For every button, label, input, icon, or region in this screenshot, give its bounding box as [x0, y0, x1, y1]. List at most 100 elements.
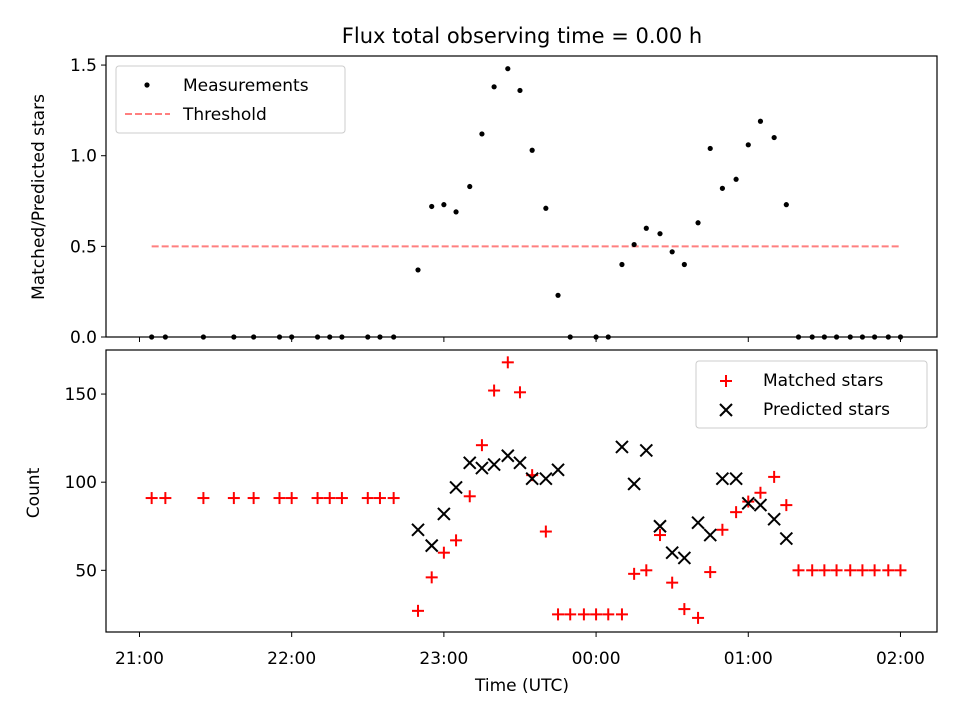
- measurement-point: [757, 118, 764, 124]
- predicted-star-point: [475, 461, 489, 475]
- matched-star-point: [742, 495, 755, 508]
- top-ytick-label: 1.5: [70, 56, 97, 76]
- measurement-point: [441, 202, 447, 208]
- measurement-point: [681, 261, 687, 268]
- bottom-xtick-label: 01:00: [724, 649, 773, 669]
- matched-star-point: [311, 492, 324, 505]
- matched-star-point: [513, 386, 526, 399]
- measurement-point: [415, 267, 421, 273]
- matched-star-point: [552, 608, 565, 621]
- measurement-point: [429, 203, 435, 210]
- matched-star-point: [615, 608, 628, 621]
- bottom-ytick-label: 150: [65, 385, 97, 405]
- matched-star-point: [475, 439, 488, 452]
- legend-label-threshold: Threshold: [182, 105, 267, 125]
- predicted-star-point: [677, 551, 692, 565]
- top-plot-area: 0.0 0.5 1.0 1.5: [70, 55, 938, 348]
- predicted-star-point: [525, 471, 539, 486]
- predicted-star-point: [665, 545, 679, 560]
- measurement-point: [771, 134, 777, 141]
- predicted-star-point: [703, 528, 717, 542]
- matched-star-point: [830, 564, 843, 577]
- matched-star-point: [361, 492, 374, 505]
- matched-star-point: [159, 492, 172, 505]
- matched-star-point: [666, 576, 679, 589]
- matched-star-point: [590, 608, 603, 621]
- matched-star-point: [425, 571, 438, 584]
- predicted-star-point: [463, 456, 477, 470]
- predicted-star-point: [539, 471, 553, 486]
- matched-star-point: [539, 525, 552, 538]
- predicted-star-point: [691, 516, 705, 530]
- matched-star-point: [488, 384, 501, 397]
- matched-star-point: [335, 492, 348, 505]
- bottom-legend-box: [695, 360, 928, 429]
- matched-star-point: [654, 529, 666, 542]
- predicted-star-point: [767, 512, 781, 526]
- predicted-star-point: [411, 523, 425, 537]
- predicted-star-point: [741, 496, 755, 511]
- predicted-star-point: [449, 480, 463, 495]
- legend-marker-predicted-stars: [719, 403, 733, 417]
- predicted-star-point: [653, 519, 667, 533]
- bottom-xtick-label: 23:00: [419, 649, 468, 669]
- matched-star-point: [792, 564, 805, 577]
- measurement-point: [695, 220, 701, 226]
- matched-star-point: [730, 506, 743, 519]
- measurement-point: [555, 292, 561, 298]
- measurement-point: [505, 66, 511, 72]
- matched-star-point: [678, 603, 691, 616]
- predicted-star-point: [715, 471, 730, 486]
- matched-star-point: [564, 608, 577, 621]
- predicted-star-point: [424, 538, 439, 553]
- matched-star-point: [273, 492, 286, 505]
- predicted-star-point: [639, 443, 654, 458]
- matched-star-point: [754, 486, 767, 499]
- measurement-point: [479, 131, 485, 137]
- matched-star-point: [577, 608, 590, 621]
- matched-star-point: [640, 564, 653, 577]
- matched-star-point: [692, 611, 705, 624]
- legend-label-measurements: Measurements: [183, 76, 309, 96]
- matched-star-point: [868, 564, 881, 577]
- top-ytick-label: 1.0: [70, 147, 97, 167]
- top-legend-box: [115, 65, 346, 134]
- bottom-axes-frame: [105, 349, 938, 633]
- measurement-point: [517, 87, 523, 94]
- bottom-xtick-label: 02:00: [876, 649, 925, 669]
- measurement-point: [783, 202, 789, 208]
- bottom-chart-xlabel: Time (UTC): [474, 676, 569, 696]
- legend-label-predicted-stars: Predicted stars: [763, 400, 890, 420]
- top-chart-title: Flux total observing time = 0.00 h: [342, 24, 702, 48]
- bottom-ytick-label: 50: [75, 561, 97, 581]
- measurement-point: [631, 241, 637, 248]
- bottom-ytick-label: 100: [65, 473, 97, 493]
- top-ytick-label: 0.0: [70, 328, 97, 348]
- bottom-chart-ylabel: Count: [24, 467, 44, 518]
- predicted-star-point: [615, 440, 629, 454]
- matched-star-point: [323, 492, 336, 505]
- matched-star-point: [197, 492, 210, 505]
- matched-star-point: [285, 492, 298, 505]
- matched-star-point: [450, 534, 463, 547]
- measurement-point: [733, 176, 739, 182]
- measurement-point: [453, 209, 459, 215]
- matched-star-point: [463, 490, 476, 503]
- matched-star-point: [628, 567, 641, 580]
- bottom-plot-area: 50 100 150 21:00 22:00 23:00 00:00 01:00 02:00: [65, 349, 938, 669]
- top-legend: Measurements Threshold: [115, 65, 346, 134]
- matched-star-point: [704, 566, 717, 579]
- measurement-point: [657, 231, 663, 237]
- bottom-xtick-label: 00:00: [572, 649, 621, 669]
- bottom-xtick-label: 21:00: [115, 649, 164, 669]
- predicted-star-point: [627, 477, 641, 491]
- measurement-point: [529, 147, 535, 153]
- matched-star-point: [894, 564, 907, 577]
- matched-star-point: [437, 546, 450, 559]
- bottom-legend: Matched stars Predicted stars: [695, 360, 928, 429]
- predicted-star-point: [753, 498, 768, 512]
- matched-star-point: [780, 499, 793, 512]
- matched-star-point: [412, 604, 425, 617]
